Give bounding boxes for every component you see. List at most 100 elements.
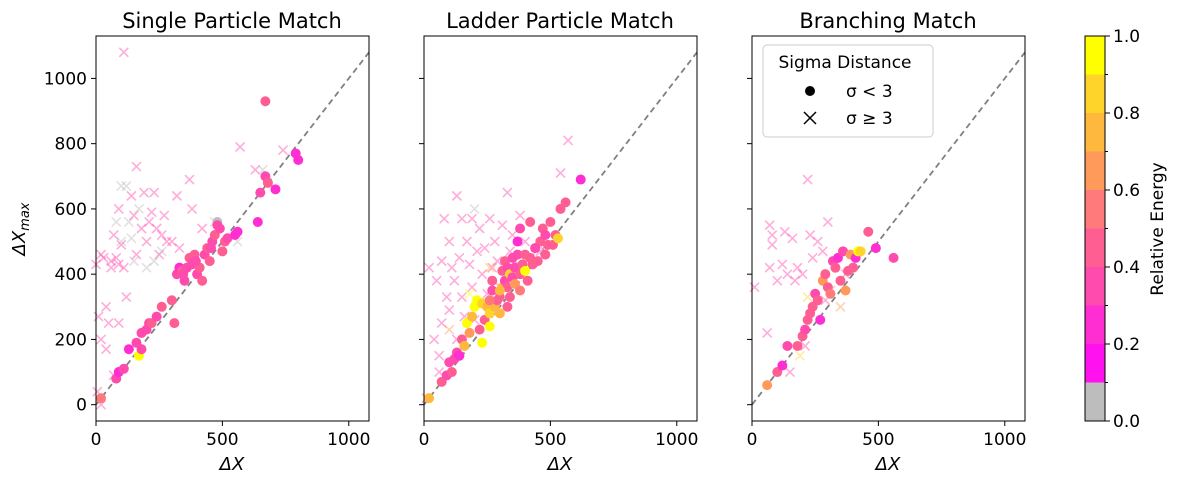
- data-point-x: [131, 249, 142, 260]
- data-point-x: [792, 262, 803, 273]
- y-tick-label: 1000: [44, 69, 87, 89]
- data-point-x: [444, 305, 455, 316]
- colorbar-bin: [1085, 151, 1105, 190]
- data-point-x: [789, 275, 801, 286]
- data-point-x: [149, 256, 160, 267]
- x-tick-label: 1000: [655, 430, 698, 450]
- data-point-circle: [494, 308, 505, 319]
- data-point-circle: [96, 393, 107, 404]
- panel-title: Ladder Particle Match: [446, 9, 674, 33]
- colorbar-bin: [1085, 190, 1105, 229]
- colorbar-bin: [1085, 74, 1105, 113]
- data-point-x: [116, 236, 127, 247]
- data-point-circle: [532, 256, 543, 267]
- data-point-x: [835, 301, 846, 312]
- data-point-x: [434, 350, 445, 361]
- data-point-x: [156, 246, 167, 257]
- data-point-x: [116, 239, 127, 250]
- data-point-x: [436, 318, 447, 329]
- data-point-x: [514, 210, 526, 221]
- data-point-x: [171, 190, 182, 201]
- data-point-x: [784, 366, 795, 378]
- data-point-x: [497, 220, 508, 231]
- data-point-x: [141, 236, 152, 247]
- data-point-x: [492, 256, 503, 267]
- data-point-circle: [424, 393, 435, 404]
- data-point-x: [106, 262, 117, 273]
- x-tick-label: 0: [747, 430, 758, 450]
- data-point-x: [166, 236, 177, 247]
- data-point-x: [111, 216, 122, 228]
- data-point-x: [174, 243, 185, 254]
- panel-single-particle-match: Single Particle Match 0 500 1000 0 200 400 60…: [9, 9, 370, 475]
- data-point-x: [111, 252, 122, 263]
- data-point-circle: [848, 262, 859, 273]
- data-point-x: [484, 262, 495, 273]
- data-point-x: [436, 256, 447, 267]
- data-point-circle: [169, 318, 180, 329]
- reference-line: [423, 51, 698, 406]
- x-axis-label: ΔX: [546, 454, 573, 475]
- data-point-circle: [825, 288, 836, 299]
- data-point-x: [446, 262, 457, 273]
- data-point-x: [817, 246, 828, 257]
- data-point-x: [113, 259, 124, 270]
- x-tick-label: 500: [534, 430, 566, 450]
- colorbar-tick-label: 0.6: [1113, 181, 1140, 201]
- colorbar-tick-label: 0.0: [1113, 412, 1140, 432]
- y-tick-label: 0: [76, 396, 87, 416]
- data-point-x: [794, 350, 806, 361]
- data-point-x: [95, 249, 107, 260]
- data-point-x: [767, 239, 778, 250]
- data-point-x: [812, 236, 823, 247]
- data-point-circle: [888, 252, 899, 263]
- data-point-circle: [575, 174, 586, 185]
- y-ticks: [419, 77, 424, 406]
- data-point-circle: [123, 344, 134, 355]
- data-point-x: [121, 291, 132, 303]
- data-point-circle: [484, 295, 495, 306]
- data-point-x: [456, 213, 467, 224]
- y-ticks: 0 200 400 600 800 1000: [44, 69, 96, 416]
- data-point-x: [822, 216, 833, 228]
- data-point-x: [235, 141, 246, 152]
- data-point-circle: [530, 243, 541, 254]
- legend-x-marker: [803, 111, 817, 125]
- data-point-x: [489, 236, 500, 247]
- data-point-x: [429, 334, 440, 345]
- data-point-x: [469, 203, 480, 214]
- data-point-circle: [800, 324, 811, 335]
- data-point-x: [439, 213, 450, 224]
- data-point-x: [93, 311, 104, 322]
- colorbar-ticks: 0.0 0.2 0.4 0.6 0.8 1.0: [1105, 27, 1140, 432]
- data-point-x: [444, 236, 455, 247]
- x-tick-label: 1000: [327, 430, 370, 450]
- data-point-circle: [515, 285, 526, 296]
- data-point-x: [95, 334, 107, 345]
- data-point-x: [441, 291, 452, 303]
- data-point-circle: [830, 262, 841, 273]
- colorbar-label: Relative Energy: [1148, 162, 1168, 295]
- panel-branching-match: Branching Match 0 500 1000 ΔX Sigma Distan…: [747, 9, 1027, 475]
- points-layer: [90, 47, 370, 410]
- data-point-circle: [540, 230, 551, 241]
- data-point-x: [131, 161, 142, 172]
- data-point-circle: [222, 233, 233, 244]
- data-point-x: [106, 256, 117, 267]
- data-point-x: [98, 252, 109, 263]
- data-point-circle: [212, 220, 223, 231]
- y-tick-label: 800: [55, 135, 87, 155]
- data-point-x: [772, 275, 783, 286]
- data-point-circle: [464, 327, 475, 338]
- data-point-x: [777, 259, 788, 270]
- legend-label-x: σ ≥ 3: [846, 109, 893, 129]
- colorbar: 0.0 0.2 0.4 0.6 0.8 1.0 Relative Energy: [1084, 27, 1168, 432]
- data-point-x: [151, 223, 162, 234]
- data-point-x: [444, 324, 455, 335]
- data-point-x: [128, 210, 139, 221]
- data-point-circle: [863, 226, 874, 237]
- data-point-x: [123, 216, 134, 228]
- data-point-x: [464, 288, 475, 299]
- data-point-x: [184, 174, 195, 185]
